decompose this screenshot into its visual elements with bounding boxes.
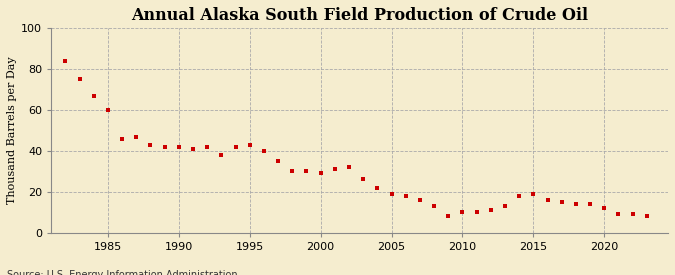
Point [244, 142, 255, 147]
Point [103, 108, 113, 112]
Point [329, 167, 340, 171]
Point [471, 210, 482, 214]
Point [414, 198, 425, 202]
Point [287, 169, 298, 174]
Point [74, 77, 85, 82]
Point [358, 177, 369, 182]
Point [344, 165, 354, 169]
Point [60, 59, 71, 63]
Point [457, 210, 468, 214]
Point [570, 202, 581, 206]
Point [542, 198, 553, 202]
Point [117, 136, 128, 141]
Point [301, 169, 312, 174]
Point [443, 214, 454, 218]
Point [613, 212, 624, 216]
Text: Source: U.S. Energy Information Administration: Source: U.S. Energy Information Administ… [7, 271, 238, 275]
Point [514, 194, 524, 198]
Point [202, 145, 213, 149]
Point [131, 134, 142, 139]
Point [216, 153, 227, 157]
Point [641, 214, 652, 218]
Point [400, 194, 411, 198]
Point [315, 171, 326, 175]
Point [259, 148, 269, 153]
Point [173, 145, 184, 149]
Point [273, 159, 284, 163]
Point [230, 145, 241, 149]
Point [500, 204, 510, 208]
Point [386, 191, 397, 196]
Point [429, 204, 439, 208]
Point [88, 94, 99, 98]
Point [627, 212, 638, 216]
Point [372, 185, 383, 190]
Point [485, 208, 496, 212]
Point [159, 145, 170, 149]
Point [585, 202, 595, 206]
Y-axis label: Thousand Barrels per Day: Thousand Barrels per Day [7, 57, 17, 204]
Point [145, 142, 156, 147]
Title: Annual Alaska South Field Production of Crude Oil: Annual Alaska South Field Production of … [131, 7, 588, 24]
Point [599, 206, 610, 210]
Point [528, 191, 539, 196]
Point [188, 147, 198, 151]
Point [556, 200, 567, 204]
